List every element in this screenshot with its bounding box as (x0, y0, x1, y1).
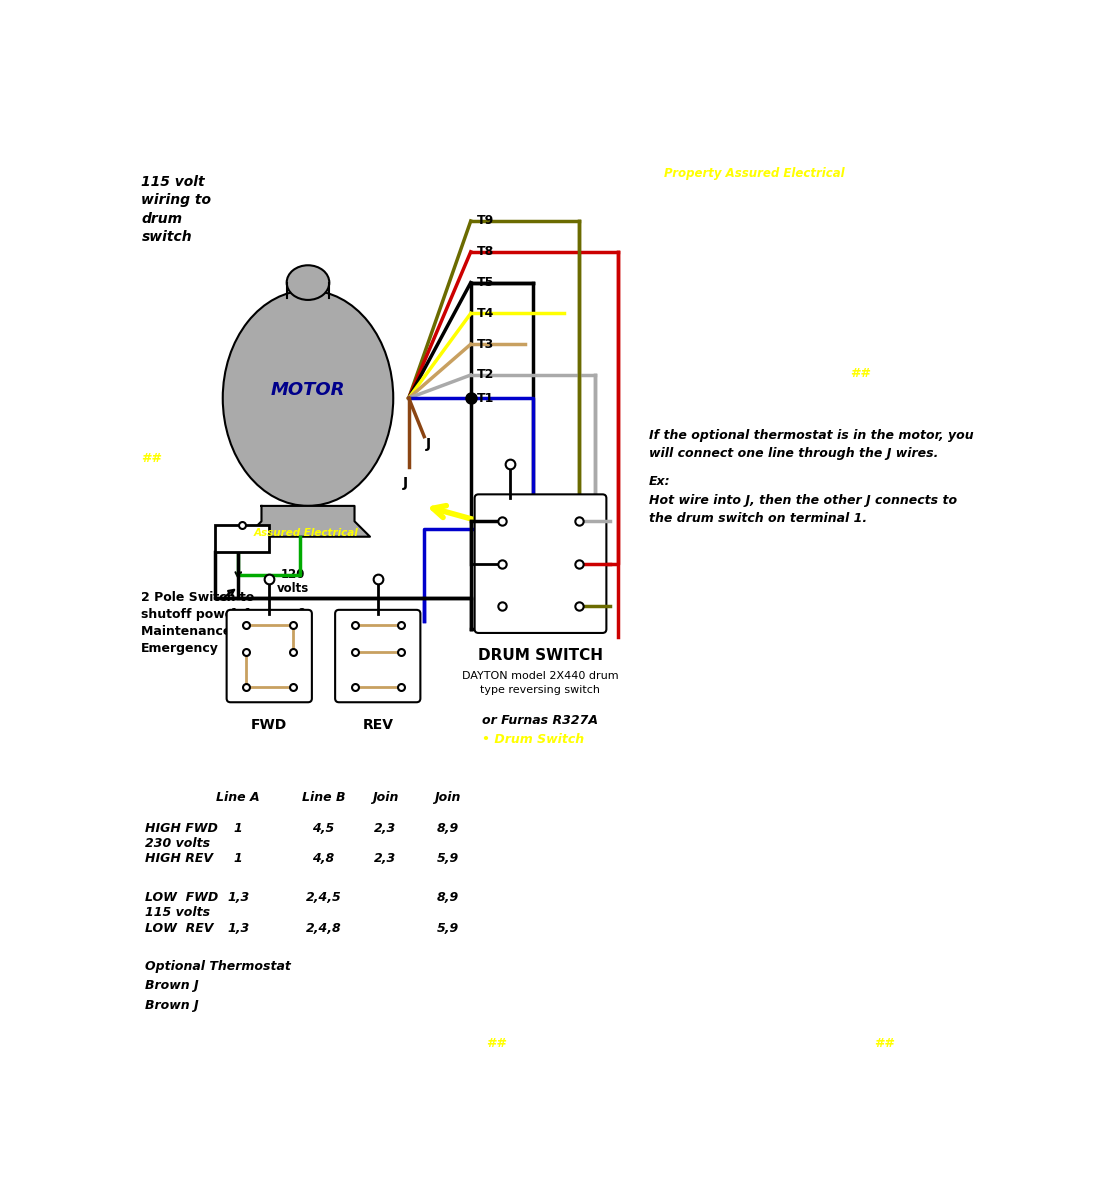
Text: 1: 1 (231, 607, 238, 618)
Text: 4,5: 4,5 (312, 822, 334, 835)
Text: Ex:: Ex: (649, 475, 671, 488)
Text: Brown J: Brown J (145, 998, 199, 1012)
Text: T5: T5 (477, 276, 494, 289)
Text: 2,4,5: 2,4,5 (306, 890, 341, 904)
Text: T3: T3 (477, 337, 494, 350)
Text: 115 volt
wiring to
drum
switch: 115 volt wiring to drum switch (142, 175, 211, 244)
Text: 2,3: 2,3 (374, 822, 397, 835)
Ellipse shape (222, 290, 394, 506)
Text: DRUM SWITCH: DRUM SWITCH (478, 648, 603, 664)
Text: Hot wire into J, then the other J connects to
the drum switch on terminal 1.: Hot wire into J, then the other J connec… (649, 494, 957, 526)
Text: ##: ## (486, 1037, 507, 1050)
Text: T2: T2 (477, 368, 494, 382)
FancyBboxPatch shape (227, 610, 312, 702)
Text: 5,9: 5,9 (437, 922, 459, 935)
Text: Brown J: Brown J (145, 979, 199, 992)
Text: 1,3: 1,3 (227, 922, 250, 935)
Text: 5: 5 (231, 670, 238, 679)
Text: Property Assured Electrical: Property Assured Electrical (664, 167, 845, 180)
Text: Join: Join (372, 791, 398, 804)
Text: T4: T4 (477, 307, 494, 320)
Text: 4: 4 (587, 559, 594, 569)
Text: T1: T1 (477, 391, 494, 404)
Text: Line A: Line A (217, 791, 260, 804)
Text: • Drum Switch: • Drum Switch (482, 733, 584, 746)
Text: 1,3: 1,3 (227, 890, 250, 904)
Text: Join: Join (434, 791, 461, 804)
Text: J: J (426, 437, 431, 451)
Text: 4: 4 (298, 635, 305, 644)
Text: If the optional thermostat is in the motor, you
will connect one line through th: If the optional thermostat is in the mot… (649, 428, 974, 460)
FancyBboxPatch shape (474, 494, 606, 632)
Text: J: J (403, 475, 407, 490)
Text: 6: 6 (298, 670, 305, 679)
Text: HIGH FWD: HIGH FWD (145, 822, 218, 835)
Text: 6: 6 (587, 601, 594, 611)
Text: 4,8: 4,8 (312, 852, 334, 865)
Text: 5,9: 5,9 (437, 852, 459, 865)
Text: 5: 5 (478, 601, 486, 611)
Text: Line B: Line B (301, 791, 345, 804)
Text: FWD: FWD (251, 718, 287, 732)
Text: 3: 3 (231, 635, 238, 644)
Polygon shape (246, 506, 370, 536)
Text: 2,4,8: 2,4,8 (306, 922, 341, 935)
Text: 8,9: 8,9 (437, 822, 459, 835)
Text: 1: 1 (478, 516, 486, 527)
FancyBboxPatch shape (336, 610, 420, 702)
Text: 120
volts: 120 volts (276, 568, 309, 595)
Text: 2,3: 2,3 (374, 852, 397, 865)
Text: 115 volts: 115 volts (145, 906, 210, 919)
Text: 2 Pole Switch to
shutoff power for
Maintenance or
Emergency: 2 Pole Switch to shutoff power for Maint… (142, 590, 264, 655)
Bar (214, 526, 270, 552)
Text: 2: 2 (587, 516, 594, 527)
Text: LOW  REV: LOW REV (145, 922, 213, 935)
Text: ##: ## (873, 1037, 894, 1050)
Text: 8,9: 8,9 (437, 890, 459, 904)
Text: 230 volts: 230 volts (145, 838, 210, 850)
Text: REV: REV (362, 718, 394, 732)
Text: 3: 3 (478, 559, 486, 569)
Text: or Furnas R327A: or Furnas R327A (483, 714, 598, 727)
Text: HIGH REV: HIGH REV (145, 852, 213, 865)
Text: MOTOR: MOTOR (271, 382, 345, 400)
Text: 1: 1 (234, 822, 243, 835)
Text: T9: T9 (477, 215, 494, 228)
Text: LOW  FWD: LOW FWD (145, 890, 219, 904)
Ellipse shape (287, 265, 329, 300)
Text: DAYTON model 2X440 drum
type reversing switch: DAYTON model 2X440 drum type reversing s… (462, 672, 619, 695)
Text: T8: T8 (477, 245, 494, 258)
Text: ##: ## (850, 367, 871, 380)
Text: Optional Thermostat: Optional Thermostat (145, 960, 292, 973)
Text: 1: 1 (234, 852, 243, 865)
Text: Assured Electrical: Assured Electrical (254, 528, 359, 538)
Text: ##: ## (142, 452, 163, 464)
Text: 2: 2 (298, 607, 305, 618)
